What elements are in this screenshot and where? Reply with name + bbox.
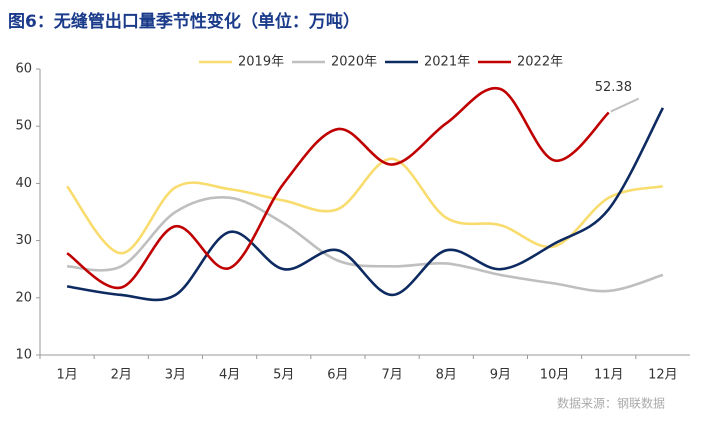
line-series <box>66 107 665 302</box>
y-tick-label: 30 <box>15 233 32 248</box>
y-tick-label: 60 <box>15 62 32 77</box>
legend-label: 2020年 <box>331 55 377 70</box>
line-series <box>66 86 610 289</box>
x-tick-label: 6月 <box>327 368 348 383</box>
x-tick-label: 7月 <box>381 368 402 383</box>
y-tick-label: 40 <box>15 176 32 191</box>
chart-title: 图6：无缝管出口量季节性变化（单位：万吨） <box>8 11 360 32</box>
legend-label: 2022年 <box>517 55 563 70</box>
label-leader <box>610 97 640 113</box>
data-label: 52.38 <box>595 80 632 95</box>
x-tick-label: 5月 <box>273 368 294 383</box>
x-tick-label: 8月 <box>436 368 457 383</box>
x-tick-label: 1月 <box>56 368 77 383</box>
y-tick-label: 50 <box>15 119 32 134</box>
x-tick-label: 9月 <box>490 368 511 383</box>
x-tick-label: 2月 <box>111 368 132 383</box>
y-tick-label: 20 <box>15 290 32 305</box>
source: 数据来源：钢联数据 <box>557 396 665 411</box>
x-tick-label: 10月 <box>540 368 570 383</box>
x-tick-label: 4月 <box>219 368 240 383</box>
x-tick-label: 12月 <box>648 368 678 383</box>
legend-label: 2021年 <box>424 55 470 70</box>
legend-label: 2019年 <box>238 55 284 70</box>
y-tick-label: 10 <box>15 348 32 363</box>
x-tick-label: 11月 <box>594 368 624 383</box>
line-series <box>66 157 664 255</box>
x-tick-label: 3月 <box>165 368 186 383</box>
